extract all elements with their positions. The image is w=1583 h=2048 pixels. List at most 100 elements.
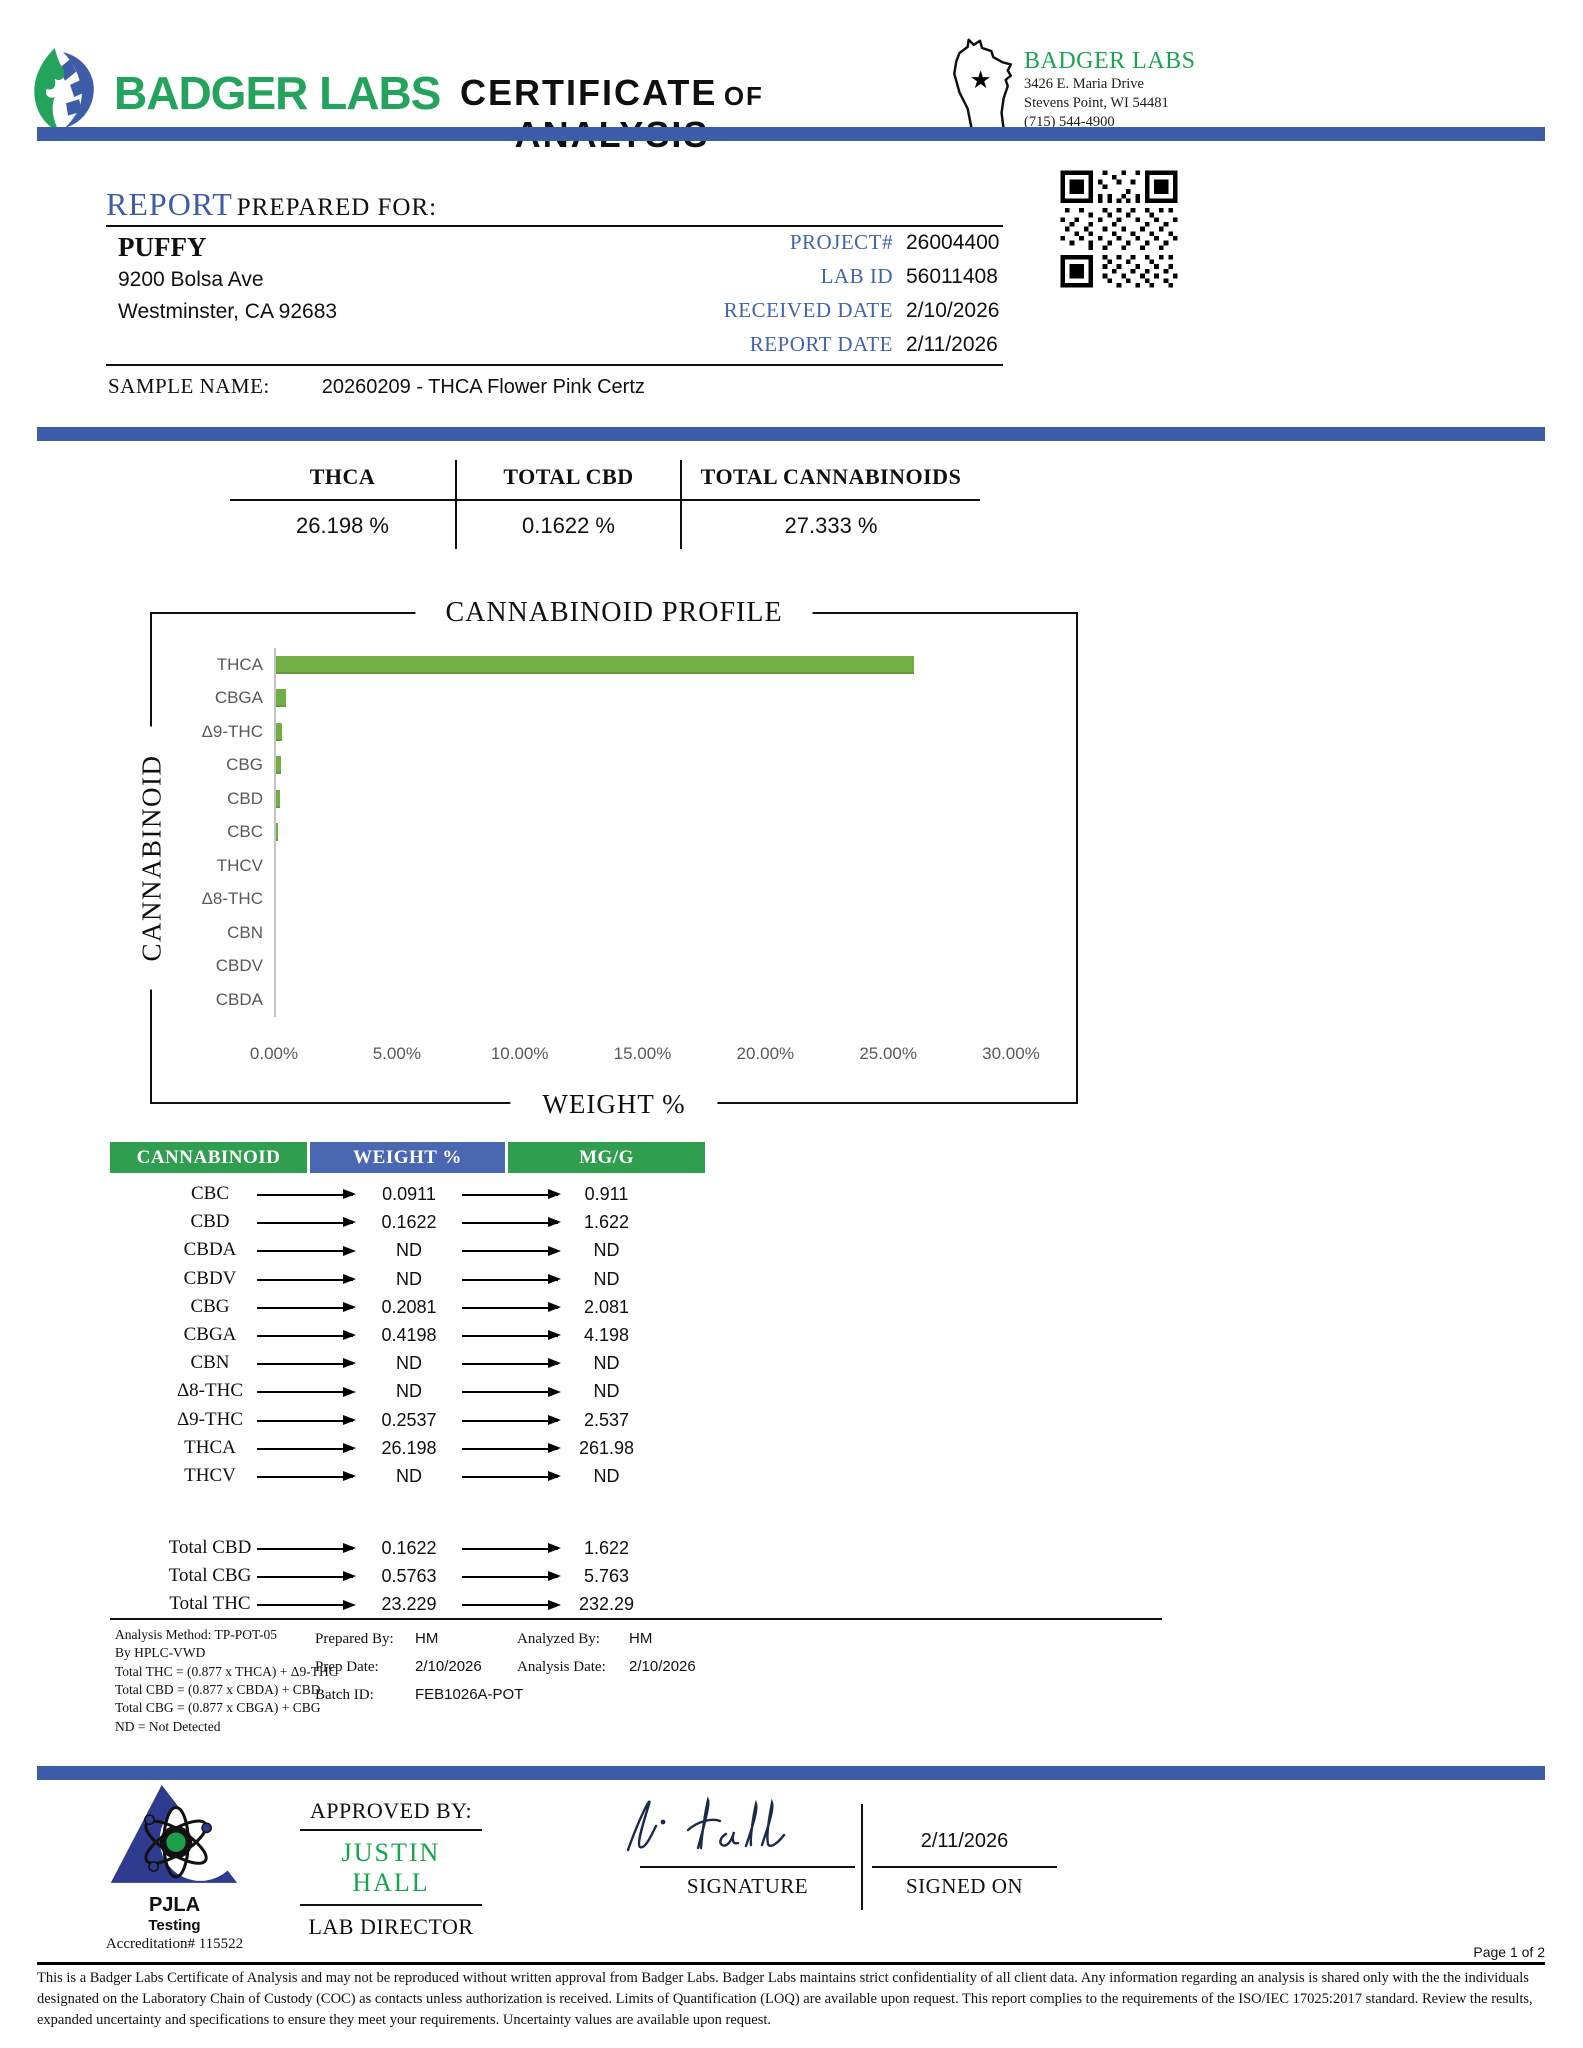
wisconsin-star-icon: ★ <box>970 67 992 94</box>
arrow-icon <box>257 1414 356 1425</box>
arrow-icon <box>462 1330 561 1341</box>
analyzed-by-value: HM <box>629 1630 653 1647</box>
arrow-icon <box>462 1217 561 1228</box>
signed-on-rule <box>872 1866 1057 1868</box>
field-report-date: REPORT DATE 2/11/2026 <box>749 332 998 356</box>
cannabinoid-profile-chart: CANNABINOID PROFILE CANNABINOID WEIGHT %… <box>136 597 1078 1120</box>
divider-bar-bottom <box>37 1766 1545 1780</box>
chart-row-cbdv: CBDV <box>178 949 1007 983</box>
lab-address-block: BADGER LABS 3426 E. Maria Drive Stevens … <box>1024 48 1196 132</box>
approver-title: LAB DIRECTOR <box>308 1914 474 1939</box>
arrow-icon <box>257 1217 356 1228</box>
summary-col-thca: THCA 26.198 % <box>230 460 455 549</box>
field-lab-id: LAB ID 56011408 <box>820 264 998 288</box>
approval-block: APPROVED BY: JUSTIN HALL LAB DIRECTOR <box>300 1798 482 1940</box>
chart-row-cbd: CBD <box>178 782 1007 816</box>
prepared-by-value: HM <box>415 1630 439 1647</box>
chart-row-cbn: CBN <box>178 916 1007 950</box>
batch-id-label: Batch ID: <box>315 1687 374 1703</box>
arrow-icon <box>257 1273 356 1284</box>
summary-col-total-cannabinoids: TOTAL CANNABINOIDS 27.333 % <box>680 460 980 549</box>
sample-name-value: 20260209 - THCA Flower Pink Certz <box>321 376 645 398</box>
chart-row-cbda: CBDA <box>178 983 1007 1017</box>
page-number: Page 1 of 2 <box>1473 1944 1545 1960</box>
prep-info: Prepared By: HM Prep Date: 2/10/2026 Bat… <box>315 1630 523 1714</box>
approver-name: JUSTIN HALL <box>300 1831 482 1906</box>
arrow-icon <box>257 1302 356 1313</box>
bar-cbg <box>276 756 282 775</box>
disclaimer-text: This is a Badger Labs Certificate of Ana… <box>37 1970 1533 2029</box>
table-row: THCV ND ND <box>184 1464 620 1486</box>
prepared-by-label: Prepared By: <box>315 1631 394 1647</box>
arrow-icon <box>462 1571 561 1582</box>
table-row-total: Total CBD 0.1622 1.622 <box>168 1537 630 1558</box>
arrow-icon <box>257 1330 356 1341</box>
chart-row-d9thc: Δ9-THC <box>178 715 1007 749</box>
field-project: PROJECT# 26004400 <box>789 230 1000 254</box>
arrow-icon <box>462 1599 561 1610</box>
results-table-rows: CBC 0.0911 0.911 CBD 0.1622 1.622 CBDA N… <box>110 1180 705 1490</box>
bar-d9thc <box>276 722 283 741</box>
arrow-icon <box>257 1245 356 1256</box>
analysis-date-label: Analysis Date: <box>517 1659 606 1675</box>
client-name: PUFFY <box>118 232 207 262</box>
badger-labs-logo-icon <box>28 46 104 139</box>
results-table-totals: Total CBD 0.1622 1.622 Total CBG 0.5763 … <box>110 1534 705 1619</box>
report-meta-fields: PROJECT# 26004400 LAB ID 56011408 RECEIV… <box>500 230 1020 366</box>
sample-name-label: SAMPLE NAME: <box>108 374 270 398</box>
arrow-icon <box>462 1273 561 1284</box>
results-rule <box>110 1618 1162 1620</box>
arrow-icon <box>462 1442 561 1453</box>
analysis-info: Analyzed By: HM Analysis Date: 2/10/2026 <box>517 1630 696 1686</box>
page-title: CERTIFICATE OF ANALYSIS <box>460 72 764 155</box>
table-row: Δ9-THC 0.2537 2.537 <box>176 1408 630 1430</box>
lab-phone: (715) 544-4900 <box>1024 114 1115 131</box>
results-table-header: CANNABINOID WEIGHT % MG/G <box>110 1142 705 1173</box>
arrow-icon <box>257 1358 356 1369</box>
analysis-method-notes: Analysis Method: TP-POT-05 By HPLC-VWD T… <box>115 1627 338 1734</box>
footer-rule <box>37 1962 1545 1965</box>
prep-date-value: 2/10/2026 <box>415 1658 482 1675</box>
pjla-accreditation: Accreditation# 115522 <box>105 1936 244 1952</box>
bar-cbga <box>276 689 287 708</box>
sample-rule <box>106 364 1003 366</box>
batch-id-value: FEB1026A-POT <box>415 1686 524 1703</box>
bar-thca <box>276 655 915 674</box>
pjla-name: PJLA <box>148 1894 201 1916</box>
chart-y-axis-label: CANNABINOID <box>136 726 168 990</box>
bar-cbd <box>276 789 280 808</box>
report-heading: REPORT PREPARED FOR: <box>106 186 438 222</box>
arrow-icon <box>462 1302 561 1313</box>
signed-on-label: SIGNED ON <box>905 1874 1024 1898</box>
prep-date-label: Prep Date: <box>315 1659 379 1675</box>
wisconsin-map-icon: ★ <box>945 34 1017 143</box>
field-received-date: RECEIVED DATE 2/10/2026 <box>723 298 1000 322</box>
arrow-icon <box>462 1414 561 1425</box>
sample-name-row: SAMPLE NAME: 20260209 - THCA Flower Pink… <box>108 374 645 399</box>
arrow-icon <box>257 1571 356 1582</box>
signature-divider <box>861 1804 863 1910</box>
arrow-icon <box>257 1471 356 1482</box>
client-address-line1: 9200 Bolsa Ave <box>118 268 264 291</box>
client-address-line2: Westminster, CA 92683 <box>118 300 338 323</box>
arrow-icon <box>462 1189 561 1200</box>
arrow-icon <box>462 1471 561 1482</box>
table-row: CBDA ND ND <box>183 1239 620 1261</box>
bar-cbc <box>276 823 279 842</box>
table-row-total: Total THC 23.229 232.29 <box>169 1593 635 1615</box>
header-cannabinoid: CANNABINOID <box>110 1142 310 1173</box>
chart-title: CANNABINOID PROFILE <box>415 597 813 629</box>
arrow-icon <box>257 1386 356 1397</box>
lab-address-line2: Stevens Point, WI 54481 <box>1024 95 1169 112</box>
chart-row-cbc: CBC <box>178 815 1007 849</box>
signature-rule <box>640 1866 855 1868</box>
arrow-icon <box>257 1599 356 1610</box>
chart-x-axis-label: WEIGHT % <box>510 1089 718 1120</box>
header-mgg: MG/G <box>508 1142 705 1173</box>
table-row: THCA 26.198 261.98 <box>184 1436 635 1458</box>
approved-by-label: APPROVED BY: <box>300 1798 482 1831</box>
chart-row-d8thc: Δ8-THC <box>178 882 1007 916</box>
chart-row-thcv: THCV <box>178 849 1007 883</box>
arrow-icon <box>462 1543 561 1554</box>
arrow-icon <box>257 1189 356 1200</box>
